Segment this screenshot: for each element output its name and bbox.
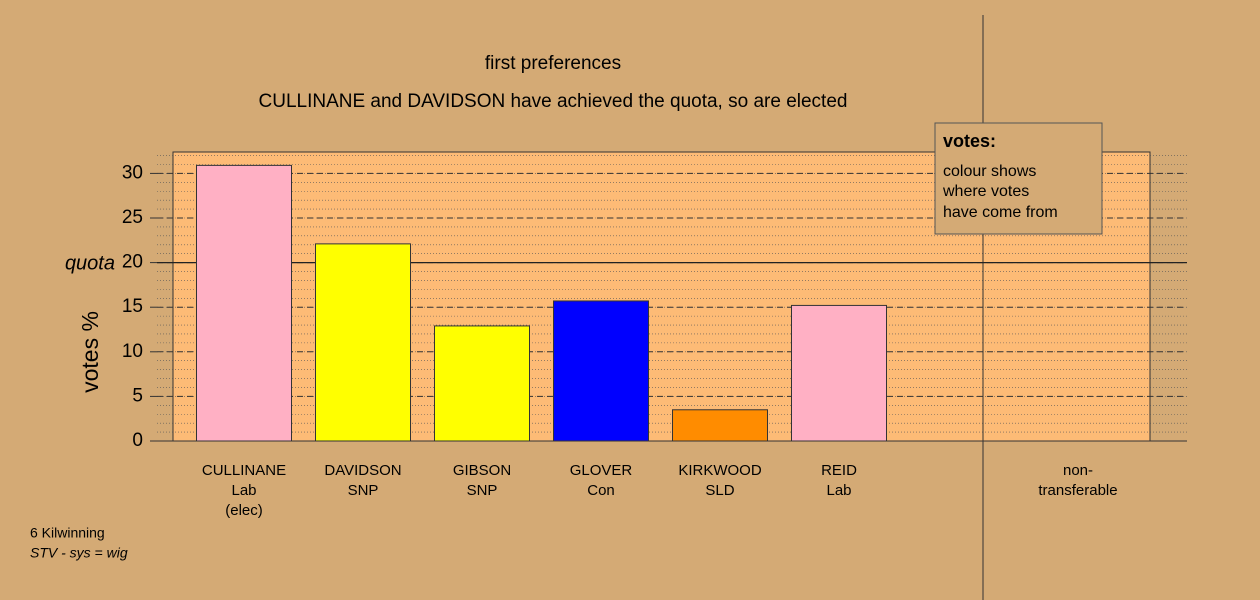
y-tick-label: 5	[132, 385, 143, 406]
x-tick-label: DAVIDSON	[324, 462, 401, 479]
y-tick-label: 30	[122, 162, 143, 183]
x-tick-label: SNP	[467, 482, 498, 499]
x-tick-label: GLOVER	[570, 462, 633, 479]
y-tick-label: 0	[132, 430, 143, 451]
footer: 6 Kilwinning	[30, 525, 105, 541]
x-tick-label: transferable	[1038, 482, 1117, 499]
x-tick-label: Con	[587, 482, 615, 499]
quota-label: quota	[65, 252, 115, 274]
y-tick-label: 10	[122, 341, 143, 362]
legend-title: votes:	[943, 131, 996, 151]
x-tick-label: REID	[821, 462, 857, 479]
x-tick-label: Lab	[826, 482, 851, 499]
legend: votes: colour shows where votes have com…	[934, 122, 1103, 235]
x-tick-label: (elec)	[225, 502, 263, 519]
x-tick-label: KIRKWOOD	[678, 462, 762, 479]
y-tick-label: 25	[122, 207, 143, 228]
x-tick-label: SLD	[705, 482, 734, 499]
legend-box	[934, 122, 1103, 235]
x-tick-label: non-	[1063, 462, 1093, 479]
y-tick-label: 15	[122, 296, 143, 317]
footer: STV - sys = wig	[30, 545, 128, 561]
bar	[553, 300, 649, 442]
y-tick-label: 20	[122, 252, 143, 273]
bar	[791, 304, 887, 442]
x-tick-label: CULLINANE	[202, 462, 286, 479]
legend-text: colour shows	[943, 163, 1036, 180]
legend-text: where votes	[942, 183, 1029, 200]
bar	[196, 164, 292, 442]
bar	[315, 243, 411, 442]
bar	[672, 409, 768, 442]
y-axis-label: votes %	[77, 311, 103, 393]
legend-text: have come from	[943, 204, 1058, 221]
x-tick-label: GIBSON	[453, 462, 511, 479]
chart-title: first preferences	[485, 53, 621, 74]
chart-subtitle: CULLINANE and DAVIDSON have achieved the…	[259, 91, 848, 112]
x-tick-label: Lab	[231, 482, 256, 499]
x-tick-label: SNP	[348, 482, 379, 499]
bar	[434, 325, 530, 442]
